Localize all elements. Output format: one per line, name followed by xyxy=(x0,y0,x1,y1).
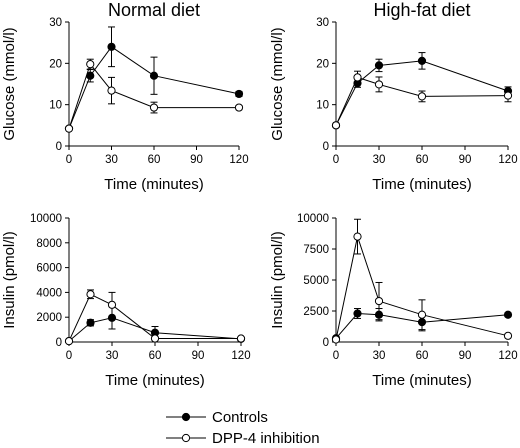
data-point-dpp4 xyxy=(107,86,116,95)
legend-controls-marker xyxy=(181,412,191,422)
data-point-dpp4 xyxy=(86,290,95,299)
x-tick-label: 120 xyxy=(229,154,248,166)
y-tick-label: 10000 xyxy=(297,213,329,225)
y-tick-label: 30 xyxy=(316,17,329,29)
legend-dpp4-label: DPP-4 inhibition xyxy=(212,430,320,447)
series-dpp4 xyxy=(64,289,246,346)
data-point-dpp4 xyxy=(64,337,74,346)
x-tick-label: 30 xyxy=(105,154,118,166)
x-axis-label: Time (minutes) xyxy=(372,372,471,389)
x-tick-label: 30 xyxy=(373,154,386,166)
data-point-controls xyxy=(503,310,513,319)
y-axis-label: Insulin (pmol/l) xyxy=(1,231,18,329)
data-point-controls xyxy=(234,89,244,99)
panel-highfat-glucose: 0 10 20 30 0 30 60 90 120 High-fat diet Time (minu… xyxy=(269,0,518,193)
data-point-dpp4 xyxy=(150,334,160,343)
data-point-dpp4 xyxy=(353,73,362,82)
data-point-controls xyxy=(417,56,427,65)
chart-title: Normal diet xyxy=(108,0,200,20)
x-tick-label: 90 xyxy=(192,350,205,362)
x-tick-label: 0 xyxy=(66,154,72,166)
series-dpp4 xyxy=(64,58,244,133)
data-point-dpp4 xyxy=(331,335,341,344)
data-point-dpp4 xyxy=(107,300,117,309)
legend: Controls DPP-4 inhibition xyxy=(166,409,320,447)
panel-normal-glucose: 0 10 20 30 0 30 60 90 120 Normal diet Time (minute… xyxy=(1,0,249,193)
y-tick-label: 20 xyxy=(316,58,329,70)
data-point-controls xyxy=(86,318,95,327)
x-axis-label: Time (minutes) xyxy=(105,372,204,389)
x-axis-label: Time (minutes) xyxy=(104,176,203,193)
y-axis-label: Glucose (mmol/l) xyxy=(1,27,18,140)
x-tick-label: 0 xyxy=(333,154,339,166)
data-point-dpp4 xyxy=(234,103,244,112)
x-tick-label: 60 xyxy=(148,154,161,166)
x-tick-label: 120 xyxy=(498,350,517,362)
y-tick-label: 30 xyxy=(49,17,62,29)
series-dpp4 xyxy=(331,70,513,130)
panel-highfat-insulin: 0 2500 5000 7500 10000 0 30 60 90 120 Time (minute… xyxy=(269,213,518,389)
y-axis-label: Insulin (pmol/l) xyxy=(269,231,286,329)
data-point-controls xyxy=(374,61,384,70)
series-controls xyxy=(64,26,244,133)
x-tick-label: 60 xyxy=(149,350,162,362)
y-tick-label: 10 xyxy=(49,100,62,112)
data-point-controls xyxy=(107,42,116,51)
y-tick-label: 7500 xyxy=(303,244,329,256)
x-tick-label: 90 xyxy=(459,154,472,166)
y-tick-label: 10000 xyxy=(30,213,62,225)
y-tick-label: 8000 xyxy=(36,238,62,250)
y-axis-label: Glucose (mmol/l) xyxy=(269,27,286,140)
x-tick-label: 30 xyxy=(373,350,386,362)
x-tick-label: 120 xyxy=(498,154,517,166)
data-point-dpp4 xyxy=(353,232,362,241)
x-tick-label: 30 xyxy=(106,350,119,362)
data-point-dpp4 xyxy=(86,60,95,69)
data-point-dpp4 xyxy=(417,92,427,101)
data-point-dpp4 xyxy=(417,310,427,319)
y-tick-label: 10 xyxy=(316,100,329,112)
x-axis-label: Time (minutes) xyxy=(372,176,471,193)
y-tick-label: 0 xyxy=(56,141,62,153)
y-tick-label: 2000 xyxy=(36,312,62,324)
legend-dpp4-marker xyxy=(181,433,191,443)
x-tick-label: 90 xyxy=(459,350,472,362)
data-point-dpp4 xyxy=(374,296,384,306)
y-tick-label: 0 xyxy=(323,141,329,153)
y-tick-label: 0 xyxy=(323,337,329,349)
series-dpp4 xyxy=(331,218,513,344)
data-point-dpp4 xyxy=(331,121,341,130)
x-tick-label: 90 xyxy=(190,154,203,166)
x-tick-label: 0 xyxy=(333,350,339,362)
panel-normal-insulin: 0 2000 4000 6000 8000 10000 0 30 60 90 120 Time (mi… xyxy=(1,213,251,389)
data-point-dpp4 xyxy=(149,103,159,112)
y-tick-label: 4000 xyxy=(36,287,62,299)
legend-controls-label: Controls xyxy=(212,409,268,426)
data-point-dpp4 xyxy=(236,334,246,343)
data-point-dpp4 xyxy=(64,124,74,133)
y-tick-label: 5000 xyxy=(303,275,329,287)
data-point-controls xyxy=(149,71,159,80)
x-tick-label: 60 xyxy=(416,154,429,166)
y-tick-label: 6000 xyxy=(36,263,62,275)
y-tick-label: 2500 xyxy=(303,306,329,318)
y-tick-label: 20 xyxy=(49,58,62,70)
x-tick-label: 120 xyxy=(231,350,250,362)
x-tick-label: 60 xyxy=(416,350,429,362)
data-point-dpp4 xyxy=(374,80,384,89)
data-point-dpp4 xyxy=(503,91,513,100)
x-tick-label: 0 xyxy=(66,350,72,362)
chart-title: High-fat diet xyxy=(373,0,470,20)
data-point-controls xyxy=(353,309,362,318)
y-tick-label: 0 xyxy=(56,337,62,349)
data-point-dpp4 xyxy=(503,331,513,340)
